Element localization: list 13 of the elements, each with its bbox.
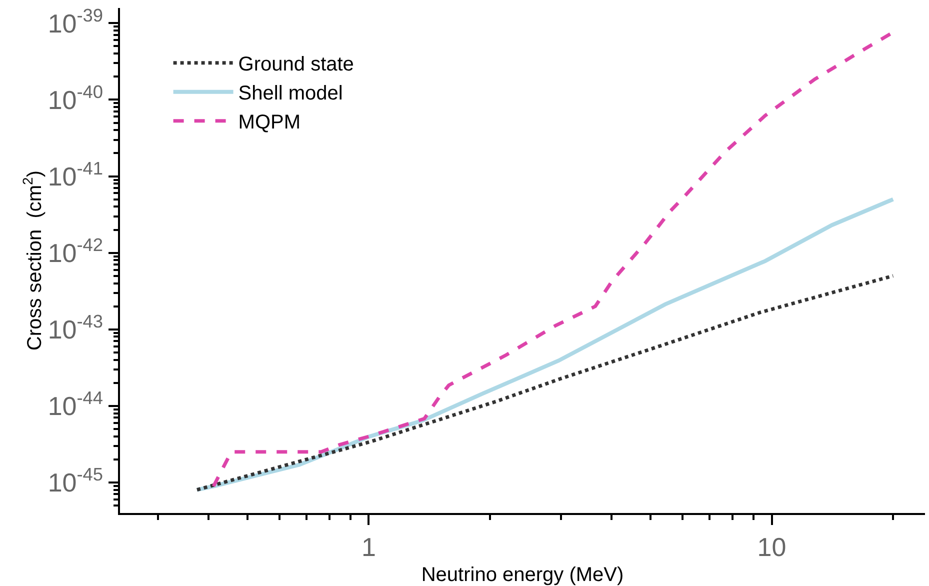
y-tick-label: 10$^{-44}$: [48, 388, 104, 421]
x-axis-title: Neutrino energy (MeV): [421, 564, 624, 586]
y-tick-label: 10$^{-42}$: [48, 234, 104, 268]
y-tick-label: 10$^{-43}$: [48, 312, 104, 344]
y-tick-label: 10$^{-41}$: [48, 158, 104, 192]
y-tick-label: 10$^{-40}$: [48, 82, 104, 115]
legend-label: Shell model: [238, 82, 343, 105]
x-tick-label: 10: [757, 532, 786, 562]
y-tick-label: 10$^{-45}$: [48, 464, 104, 498]
x-tick-label: 1: [361, 532, 376, 562]
legend-label: MQPM: [238, 112, 301, 134]
y-tick-label: 10$^{-39}$: [48, 5, 104, 38]
legend-label: Ground state: [238, 54, 354, 76]
